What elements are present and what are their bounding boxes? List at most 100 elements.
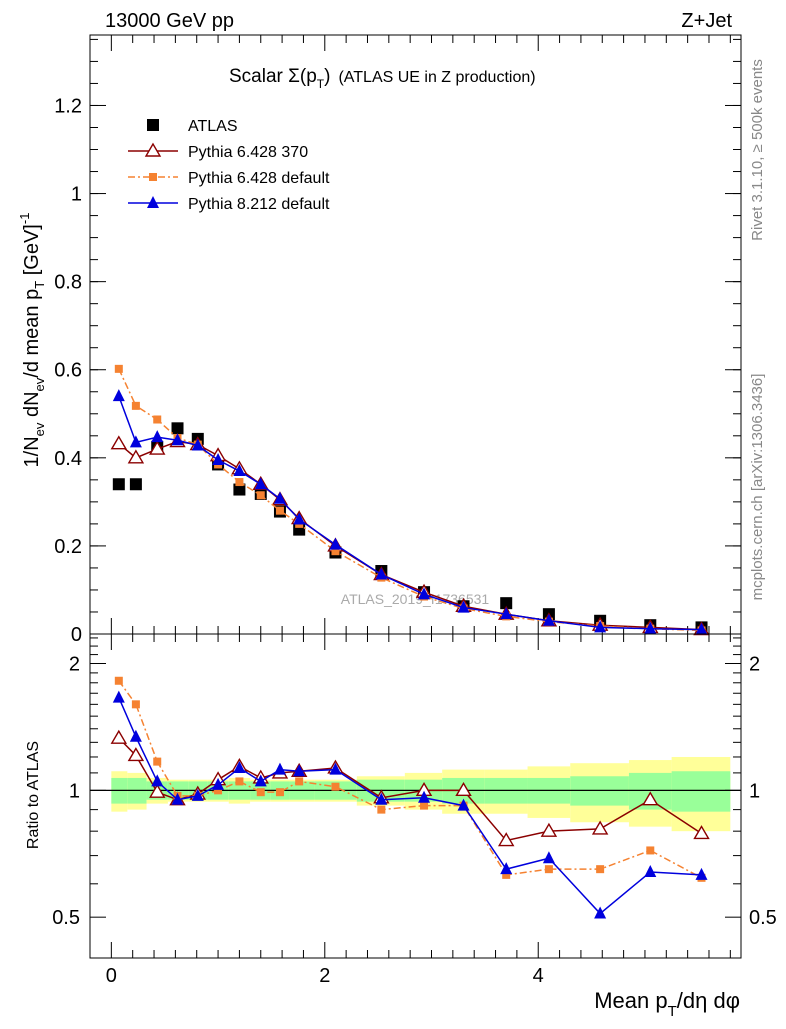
main-point <box>275 506 284 515</box>
main-y-tick-label: 0 <box>71 624 82 646</box>
main-y-tick-label: 0.8 <box>54 272 82 294</box>
main-point <box>171 422 184 435</box>
legend-marker <box>144 142 162 157</box>
ratio-point <box>591 820 609 835</box>
main-plot: 0 0.2 0.4 0.6 0.8 1 1.2 <box>54 34 742 646</box>
ratio-point <box>129 729 142 742</box>
main-point <box>375 567 388 580</box>
ratio-point <box>214 786 223 795</box>
main-point <box>235 478 244 487</box>
main-point <box>254 477 267 490</box>
x-tick-label: 4 <box>533 965 544 987</box>
ratio-point <box>114 676 123 685</box>
main-point <box>594 620 607 633</box>
legend-label: ATLAS <box>188 118 238 135</box>
ratio-y-tick-label-right: 0.5 <box>749 907 777 929</box>
legend-marker <box>147 196 159 208</box>
main-point <box>191 438 204 451</box>
main-point <box>153 415 162 424</box>
ratio-point <box>293 764 306 777</box>
ratio-point <box>502 870 511 879</box>
ratio-point <box>256 788 265 797</box>
ratio-point <box>112 690 125 703</box>
title-close: ) <box>324 66 330 87</box>
main-y-tick-label: 0.2 <box>54 536 82 558</box>
ratio-point <box>375 792 388 805</box>
title-sub: T <box>317 77 325 91</box>
main-point <box>114 364 123 373</box>
energy-label: 13000 GeV pp <box>105 10 234 32</box>
legend: ATLAS Pythia 6.428 370 Pythia 6.428 defaul… <box>128 118 330 213</box>
ratio-point <box>693 825 710 840</box>
main-point <box>151 430 164 443</box>
ratio-point <box>273 762 286 775</box>
main-y-axis-label: 1/Nev dNev/d mean pT [GeV]-1 <box>17 213 47 468</box>
legend-label: Pythia 6.428 370 <box>188 144 308 161</box>
ratio-point <box>642 791 659 806</box>
ratio-point <box>275 788 284 797</box>
ratio-point <box>131 700 140 709</box>
ratio-point <box>542 851 555 864</box>
main-y-tick-label: 1 <box>71 184 82 206</box>
process-label: Z+Jet <box>681 10 732 32</box>
legend-marker <box>149 173 157 181</box>
chart-title: Scalar Σ(pT) (ATLAS UE in Z production) <box>229 66 536 91</box>
ratio-inner-band <box>671 771 731 812</box>
main-point <box>457 600 470 613</box>
main-point <box>112 389 125 402</box>
legend-marker <box>147 119 159 131</box>
ratio-y-tick-label: 0.5 <box>52 907 80 929</box>
title-main: Scalar Σ(p <box>229 66 317 87</box>
ratio-point <box>233 760 246 773</box>
main-point <box>256 491 265 500</box>
ratio-point <box>110 729 128 744</box>
ratio-point <box>212 777 225 790</box>
ratio-point <box>457 798 470 811</box>
ratio-y-axis-label: Ratio to ATLAS <box>25 741 42 849</box>
ratio-point <box>455 781 472 797</box>
ratio-point <box>596 865 605 874</box>
ratio-point <box>544 865 553 874</box>
ratio-point <box>377 805 386 814</box>
ratio-point <box>329 762 342 775</box>
main-point <box>233 483 246 496</box>
main-point <box>500 607 513 620</box>
title-rest: (ATLAS UE in Z production) <box>338 69 535 86</box>
main-point <box>273 491 286 504</box>
x-tick-label: 0 <box>106 965 117 987</box>
main-point <box>233 464 246 477</box>
ratio-point <box>646 846 655 855</box>
main-point <box>500 597 513 610</box>
main-point <box>331 547 340 556</box>
main-point <box>131 401 140 410</box>
ratio-point <box>418 790 431 803</box>
mcplots-label: mcplots.cern.ch [arXiv:1306.3436] <box>749 374 766 601</box>
ratio-point <box>420 801 429 810</box>
x-tick-label: 2 <box>319 965 330 987</box>
ratio-y-tick-label-right: 1 <box>749 780 760 802</box>
main-point <box>542 613 555 626</box>
ratio-point <box>540 822 558 837</box>
xlabel-rest: /dη dφ <box>677 988 740 1013</box>
ratio-point <box>235 777 244 786</box>
main-point <box>212 453 225 466</box>
main-y-tick-label: 1.2 <box>54 95 82 117</box>
legend-label: Pythia 6.428 default <box>188 170 330 187</box>
main-y-tick-label: 0.4 <box>54 448 82 470</box>
main-point <box>695 622 708 635</box>
ratio-point <box>500 862 513 875</box>
ratio-y-tick-label-right: 2 <box>749 654 760 676</box>
ratio-y-tick-label: 1 <box>69 780 80 802</box>
ratio-frame <box>89 633 742 959</box>
ratio-point <box>149 783 166 798</box>
legend-label: Pythia 8.212 default <box>188 196 330 213</box>
ratio-point <box>295 777 304 786</box>
ratio-point <box>331 782 340 791</box>
ratio-point <box>191 788 204 801</box>
ratio-point <box>254 774 267 787</box>
ratio-point <box>695 867 708 880</box>
ratio-point <box>153 757 162 766</box>
rivet-label: Rivet 3.1.10, ≥ 500k events <box>749 59 766 241</box>
ratio-point <box>127 747 145 762</box>
